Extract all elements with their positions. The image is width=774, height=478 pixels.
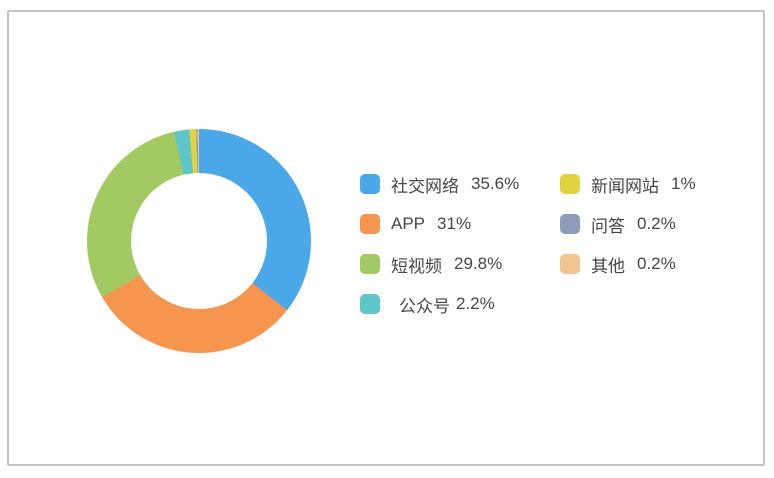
legend-label: 其他 xyxy=(591,256,625,276)
legend-label: APP xyxy=(391,214,426,233)
legend-item-app[interactable]: APP 31% xyxy=(360,213,471,235)
legend-value: 1% xyxy=(671,174,696,193)
donut-chart[interactable] xyxy=(87,129,311,353)
legend-value: 2.2% xyxy=(456,294,495,313)
chart-legend: 社交网络 35.6% APP 31% 短视频 29.8% 公众号 2.2% 新闻 xyxy=(9,12,763,464)
chart-card: 社交网络 35.6% APP 31% 短视频 29.8% 公众号 2.2% 新闻 xyxy=(7,10,765,466)
legend-swatch-icon xyxy=(360,254,380,274)
legend-item-short-video[interactable]: 短视频 29.8% xyxy=(360,253,503,276)
legend-swatch-icon xyxy=(560,174,580,194)
legend-item-official-account[interactable]: 公众号 2.2% xyxy=(360,293,495,316)
legend-label: 社交网络 xyxy=(391,176,459,196)
legend-value: 29.8% xyxy=(454,254,503,273)
legend-label: 新闻网站 xyxy=(591,176,659,196)
donut-hole xyxy=(131,173,267,309)
legend-value: 0.2% xyxy=(637,254,676,273)
legend-value: 0.2% xyxy=(637,214,676,233)
legend-item-other[interactable]: 其他 0.2% xyxy=(560,253,676,276)
legend-value: 31% xyxy=(437,214,472,233)
legend-swatch-icon xyxy=(560,254,580,274)
legend-swatch-icon xyxy=(360,174,380,194)
legend-item-news-site[interactable]: 新闻网站 1% xyxy=(560,173,696,196)
legend-item-social-network[interactable]: 社交网络 35.6% xyxy=(360,173,520,196)
legend-swatch-icon xyxy=(360,214,380,234)
legend-label: 短视频 xyxy=(391,256,442,276)
legend-swatch-icon xyxy=(560,214,580,234)
legend-label: 问答 xyxy=(591,216,625,236)
legend-value: 35.6% xyxy=(471,174,520,193)
legend-swatch-icon xyxy=(360,294,380,314)
legend-item-qa[interactable]: 问答 0.2% xyxy=(560,213,676,236)
legend-label: 公众号 xyxy=(399,296,450,316)
